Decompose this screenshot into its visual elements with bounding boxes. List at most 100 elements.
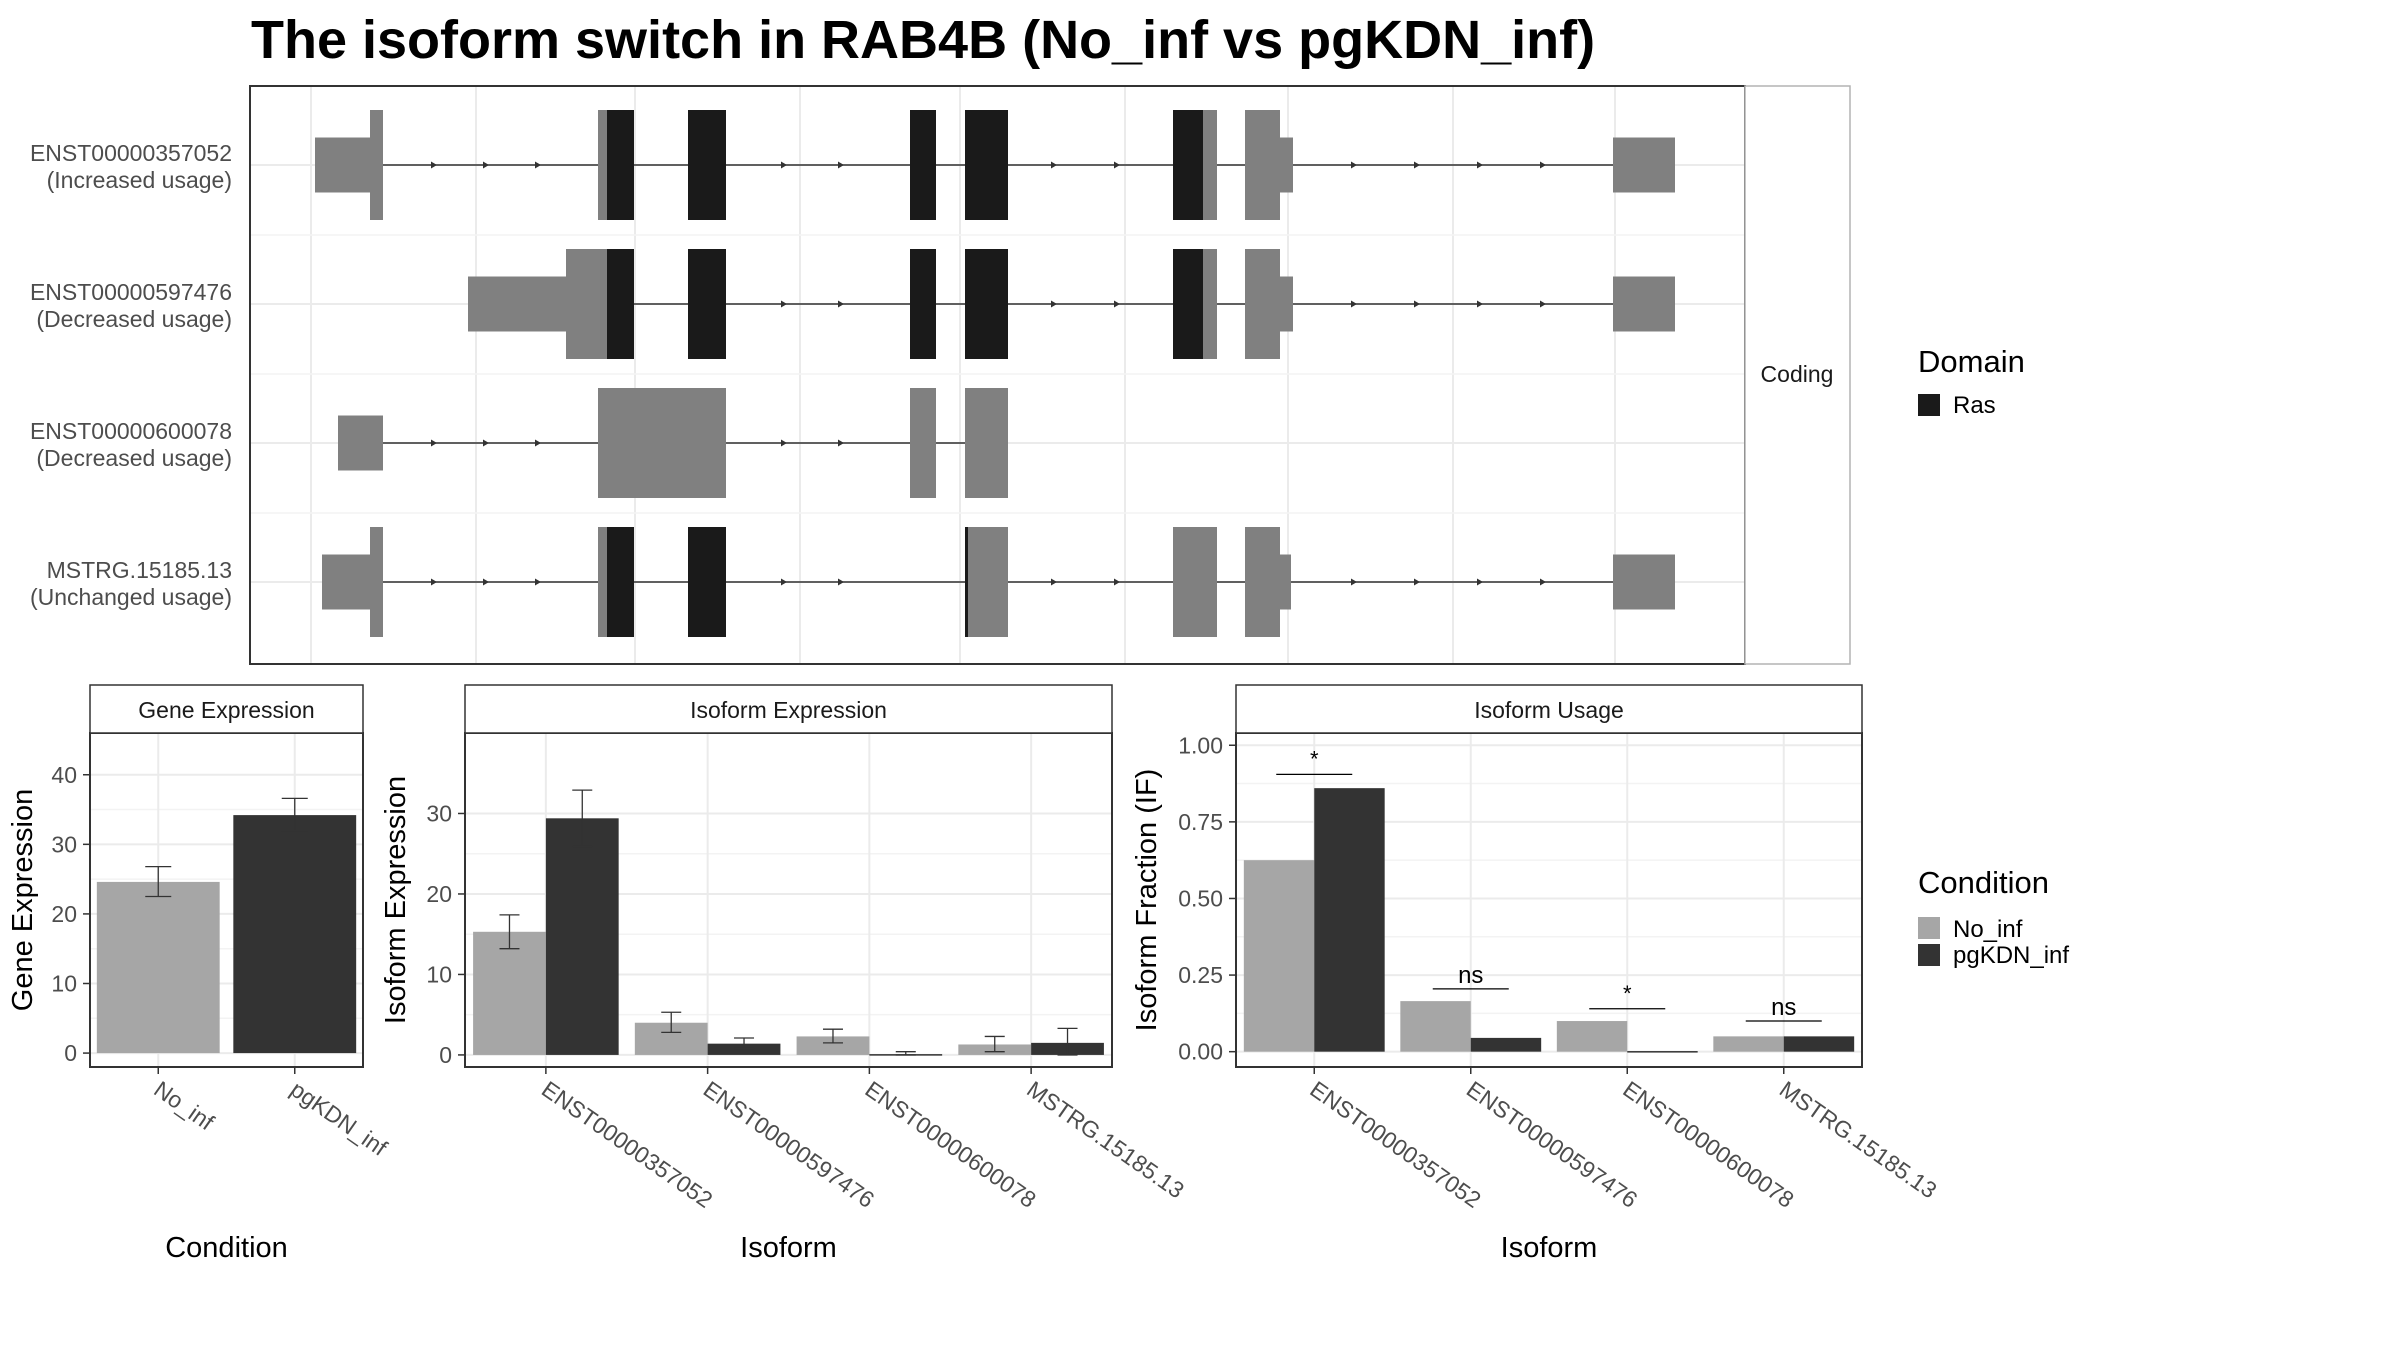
- isoform-usage-label: (Decreased usage): [36, 445, 232, 471]
- coding-exon: [968, 527, 1008, 637]
- bar: [1713, 1036, 1784, 1052]
- y-tick-label: 0.25: [1178, 962, 1223, 988]
- intron-direction-arrow: [431, 578, 437, 586]
- utr-exon: [468, 276, 566, 332]
- y-tick-label: 40: [51, 762, 77, 788]
- intron-direction-arrow: [535, 161, 541, 169]
- x-tick-label: MSTRG.15185.13: [1775, 1076, 1942, 1204]
- isoform-usage-label: (Decreased usage): [36, 306, 232, 332]
- condition-legend-key-no-inf: [1918, 917, 1940, 939]
- bar: [1243, 860, 1315, 1052]
- coding-exon: [566, 249, 607, 359]
- utr-exon: [338, 415, 383, 471]
- intron-direction-arrow: [838, 161, 844, 169]
- x-tick-label: ENST00000357052: [1305, 1076, 1485, 1213]
- y-tick-label: 10: [426, 961, 452, 987]
- coding-exon: [370, 110, 383, 220]
- panel-strip-title: Gene Expression: [138, 697, 314, 723]
- bar: [1556, 1021, 1628, 1052]
- bar: [96, 881, 220, 1054]
- utr-exon: [1613, 554, 1675, 610]
- isoform-usage-label: (Increased usage): [47, 167, 232, 193]
- y-axis-title: Isoform Fraction (IF): [1131, 769, 1163, 1032]
- ras-domain-exon: [607, 527, 634, 637]
- utr-exon: [315, 137, 370, 193]
- y-tick-label: 0.75: [1178, 809, 1223, 835]
- condition-legend-title: Condition: [1918, 865, 2049, 900]
- x-tick-label: ENST00000357052: [537, 1076, 717, 1213]
- intron-direction-arrow: [1114, 300, 1120, 308]
- ras-domain-exon: [910, 110, 936, 220]
- x-tick-label: ENST00000600078: [1618, 1076, 1798, 1213]
- bar: [233, 815, 357, 1054]
- y-axis-title: Isoform Expression: [380, 776, 412, 1024]
- coding-exon: [1245, 527, 1280, 637]
- x-tick-label: ENST00000600078: [861, 1076, 1041, 1213]
- coding-exon: [598, 110, 607, 220]
- intron-direction-arrow: [838, 300, 844, 308]
- utr-exon: [1613, 276, 1675, 332]
- intron-direction-arrow: [431, 439, 437, 447]
- isoform-usage-chart: * ns * ns Isoform Usage 0.00 0.25 0.50 0.75 1.00 E…: [1131, 684, 1942, 1264]
- transcript-structure-panel: [249, 85, 1851, 665]
- x-tick-label: ENST00000597476: [699, 1076, 879, 1213]
- x-axis-title: Isoform: [1501, 1232, 1598, 1264]
- intron-direction-arrow: [535, 578, 541, 586]
- intron-direction-arrow: [1477, 578, 1483, 586]
- panel-strip: [89, 684, 364, 734]
- intron-direction-arrow: [1414, 161, 1420, 169]
- bar: [473, 931, 546, 1055]
- ras-domain-exon: [688, 527, 726, 637]
- intron-direction-arrow: [1540, 161, 1546, 169]
- y-tick-label: 30: [51, 831, 77, 857]
- bar: [1783, 1036, 1855, 1052]
- coding-exon: [1245, 110, 1280, 220]
- ras-domain-exon: [1173, 110, 1203, 220]
- intron-direction-arrow: [781, 578, 787, 586]
- y-tick-label: 0.50: [1178, 885, 1223, 911]
- condition-legend-label-pgkdn-inf: pgKDN_inf: [1953, 942, 2069, 969]
- intron-direction-arrow: [1351, 161, 1357, 169]
- domain-legend-key-ras: [1918, 394, 1940, 416]
- bar: [707, 1043, 781, 1055]
- intron-direction-arrow: [1477, 161, 1483, 169]
- utr-exon: [1280, 554, 1291, 610]
- coding-exon: [1203, 110, 1217, 220]
- bar: [796, 1036, 870, 1055]
- utr-exon: [1613, 137, 1675, 193]
- coding-exon: [1173, 527, 1217, 637]
- intron-direction-arrow: [483, 439, 489, 447]
- intron-direction-arrow: [1051, 300, 1057, 308]
- figure-title: The isoform switch in RAB4B (No_inf vs p…: [251, 10, 1595, 70]
- y-tick-label: 0: [439, 1042, 452, 1068]
- bar: [1314, 788, 1385, 1052]
- x-tick-label: ENST00000597476: [1462, 1076, 1642, 1213]
- isoform-labels: ENST00000357052(Increased usage) ENST0000…: [30, 140, 232, 610]
- intron-direction-arrow: [1114, 578, 1120, 586]
- x-tick-label: No_inf: [149, 1076, 219, 1136]
- x-tick-label: pgKDN_inf: [286, 1076, 393, 1161]
- ras-domain-exon: [965, 249, 1008, 359]
- condition-legend-label-no-inf: No_inf: [1953, 916, 2023, 943]
- isoform-label: MSTRG.15185.13: [47, 557, 232, 583]
- ras-domain-exon: [1173, 249, 1203, 359]
- coding-exon: [370, 527, 383, 637]
- significance-label: *: [1623, 981, 1632, 1006]
- isoform-expression-chart: Isoform Expression 0 10 20 30 ENST00000357052…: [380, 684, 1189, 1264]
- intron-direction-arrow: [838, 439, 844, 447]
- intron-direction-arrow: [1540, 578, 1546, 586]
- intron-direction-arrow: [483, 161, 489, 169]
- ras-domain-exon: [965, 110, 1008, 220]
- intron-direction-arrow: [1351, 578, 1357, 586]
- ras-domain-exon: [607, 249, 634, 359]
- intron-direction-arrow: [781, 439, 787, 447]
- intron-direction-arrow: [535, 439, 541, 447]
- bar: [1470, 1037, 1542, 1052]
- isoform-label: ENST00000357052: [30, 140, 232, 166]
- y-axis-title: Gene Expression: [7, 789, 39, 1011]
- gene-expression-chart: Gene Expression 0 10 20 30 40 No_inf pgKDN_inf G…: [7, 684, 393, 1264]
- utr-exon: [322, 554, 370, 610]
- intron-direction-arrow: [1540, 300, 1546, 308]
- strip-label-coding: Coding: [1761, 361, 1834, 387]
- intron-direction-arrow: [781, 300, 787, 308]
